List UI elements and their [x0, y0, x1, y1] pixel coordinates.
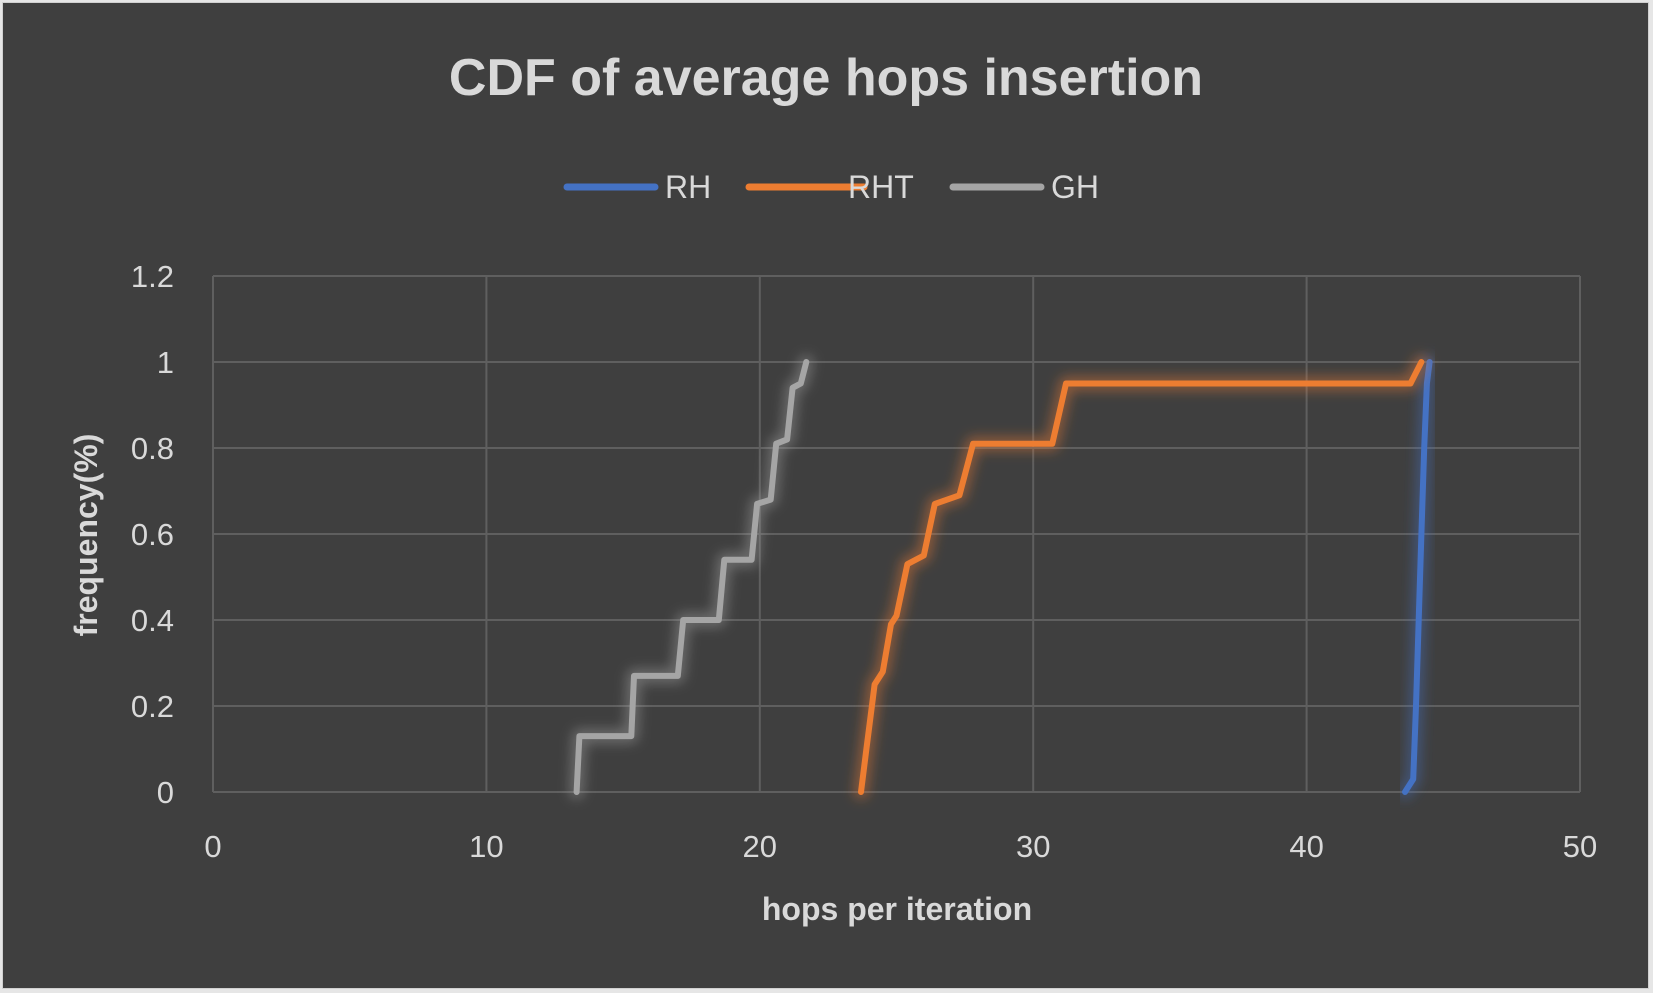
y-tick-label: 0.8	[131, 431, 174, 466]
y-axis-title: frequency(%)	[68, 434, 104, 637]
y-tick-label: 0.2	[131, 689, 174, 724]
series-line-gh	[573, 359, 810, 795]
legend-item-gh: GH	[949, 169, 1099, 205]
y-tick-label: 0.4	[131, 603, 174, 638]
series-glow-gh	[569, 355, 814, 799]
legend-label-rh: RH	[665, 169, 711, 205]
y-tick-label: 1.2	[131, 259, 174, 294]
series-line-rht	[858, 359, 1425, 795]
x-tick-label: 0	[204, 829, 221, 864]
x-tick-label: 20	[743, 829, 777, 864]
legend-label-gh: GH	[1051, 169, 1099, 205]
x-axis-title: hops per iteration	[762, 891, 1032, 927]
x-tick-label: 10	[469, 829, 503, 864]
legend-item-rh: RH	[563, 169, 711, 205]
x-axis-ticks: 0 10 20 30 40 50	[204, 829, 1597, 864]
series-line-rh	[1402, 359, 1433, 795]
x-tick-label: 50	[1563, 829, 1597, 864]
y-axis-ticks: 0 0.2 0.4 0.6 0.8 1 1.2	[131, 259, 174, 810]
legend-item-rht: RHT	[745, 169, 914, 205]
series-lines	[569, 355, 1437, 799]
legend-label-rht: RHT	[848, 169, 914, 205]
chart-title: CDF of average hops insertion	[449, 49, 1203, 107]
gridlines	[212, 275, 1581, 793]
x-tick-label: 30	[1016, 829, 1050, 864]
y-tick-label: 0	[157, 775, 174, 810]
x-tick-label: 40	[1289, 829, 1323, 864]
y-tick-label: 1	[157, 345, 174, 380]
y-tick-label: 0.6	[131, 517, 174, 552]
series-glow-rht	[854, 355, 1429, 799]
legend: RH RHT GH	[563, 169, 1099, 205]
